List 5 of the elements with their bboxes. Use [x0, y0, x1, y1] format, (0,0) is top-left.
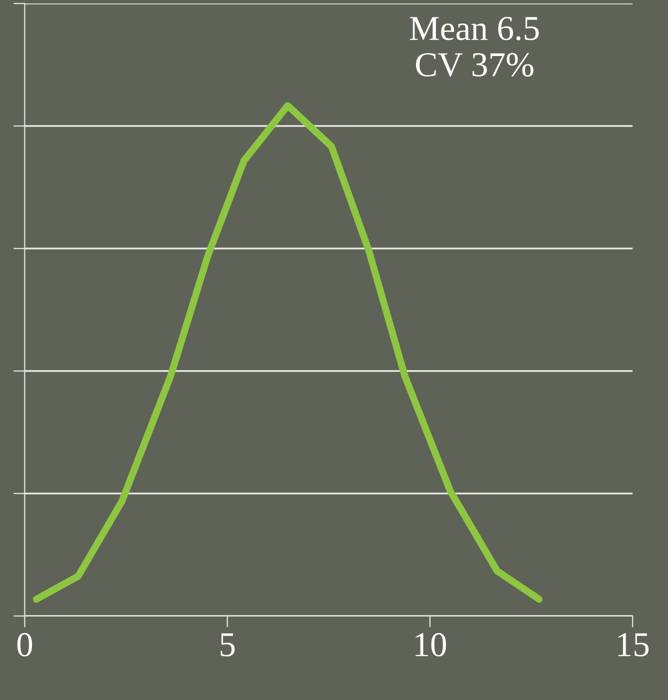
x-tick-label: 10	[416, 632, 446, 656]
x-tick-label: 5	[220, 633, 235, 656]
x-tick-label: 0	[17, 632, 32, 656]
x-tick-label: 15	[618, 633, 649, 656]
text: Mean 6.5 CV 37%	[410, 16, 539, 77]
